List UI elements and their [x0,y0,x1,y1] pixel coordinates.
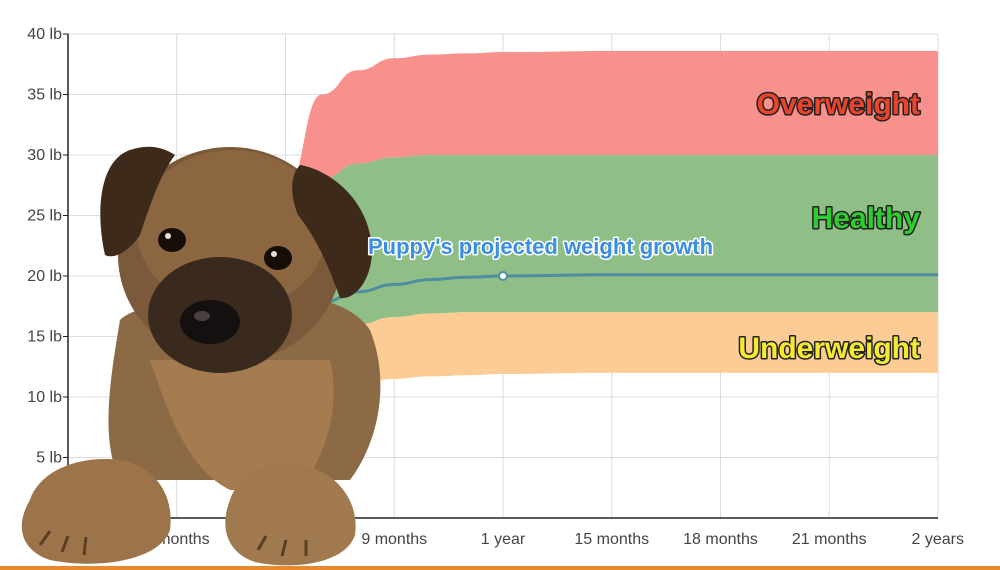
y-tick-label: 5 lb [36,450,62,467]
y-tick-label: 20 lb [27,268,62,285]
underweight-label: Underweight [738,332,920,365]
y-tick-label: 25 lb [27,208,62,225]
band-healthy [285,155,938,361]
x-tick-label: 15 months [574,531,649,548]
healthy-label: Healthy [812,202,921,235]
y-tick-label: 40 lb [27,26,62,43]
bottom-rule [0,566,1000,570]
growth-line-label: Puppy's projected weight growth [368,234,713,259]
x-tick-label: 9 months [361,531,427,548]
growth-highlight-point [498,271,508,281]
puppy-image [21,146,381,566]
band-overweight [285,50,938,228]
y-tick-label: 30 lb [27,147,62,164]
band-layer [285,50,938,434]
x-tick-label: 18 months [683,531,758,548]
y-tick-label: 10 lb [27,389,62,406]
x-tick-label: 2 years [912,531,964,548]
overweight-label: Overweight [757,88,920,121]
band-underweight [285,312,938,434]
y-tick-label: 15 lb [27,329,62,346]
x-tick-label: 21 months [792,531,867,548]
x-tick-label: 1 year [481,531,526,548]
y-tick-label: 35 lb [27,87,62,104]
